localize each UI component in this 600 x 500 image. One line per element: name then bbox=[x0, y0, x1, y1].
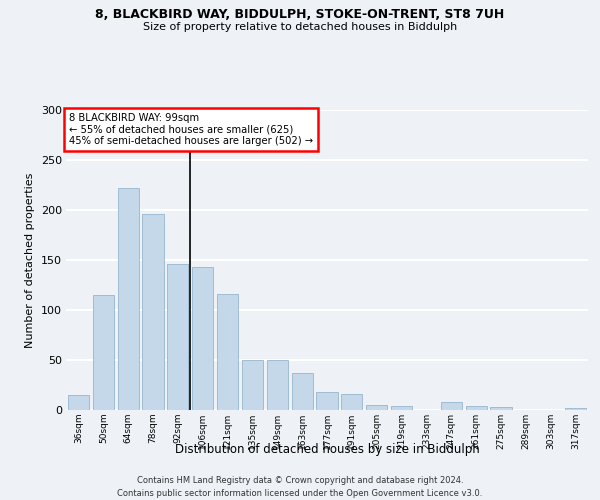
Bar bbox=[341, 394, 362, 410]
Bar bbox=[242, 360, 263, 410]
Y-axis label: Number of detached properties: Number of detached properties bbox=[25, 172, 35, 348]
Bar bbox=[267, 360, 288, 410]
Bar bbox=[565, 408, 586, 410]
Bar bbox=[316, 392, 338, 410]
Text: Size of property relative to detached houses in Biddulph: Size of property relative to detached ho… bbox=[143, 22, 457, 32]
Bar bbox=[366, 405, 387, 410]
Bar bbox=[192, 267, 213, 410]
Bar bbox=[93, 295, 114, 410]
Bar bbox=[68, 395, 89, 410]
Text: Contains HM Land Registry data © Crown copyright and database right 2024.
Contai: Contains HM Land Registry data © Crown c… bbox=[118, 476, 482, 498]
Bar bbox=[441, 402, 462, 410]
Text: 8 BLACKBIRD WAY: 99sqm
← 55% of detached houses are smaller (625)
45% of semi-de: 8 BLACKBIRD WAY: 99sqm ← 55% of detached… bbox=[68, 113, 313, 146]
Bar bbox=[167, 264, 188, 410]
Bar bbox=[118, 188, 139, 410]
Bar bbox=[490, 407, 512, 410]
Bar bbox=[142, 214, 164, 410]
Bar bbox=[466, 406, 487, 410]
Bar bbox=[217, 294, 238, 410]
Bar bbox=[391, 406, 412, 410]
Text: Distribution of detached houses by size in Biddulph: Distribution of detached houses by size … bbox=[175, 442, 479, 456]
Bar bbox=[292, 373, 313, 410]
Text: 8, BLACKBIRD WAY, BIDDULPH, STOKE-ON-TRENT, ST8 7UH: 8, BLACKBIRD WAY, BIDDULPH, STOKE-ON-TRE… bbox=[95, 8, 505, 20]
